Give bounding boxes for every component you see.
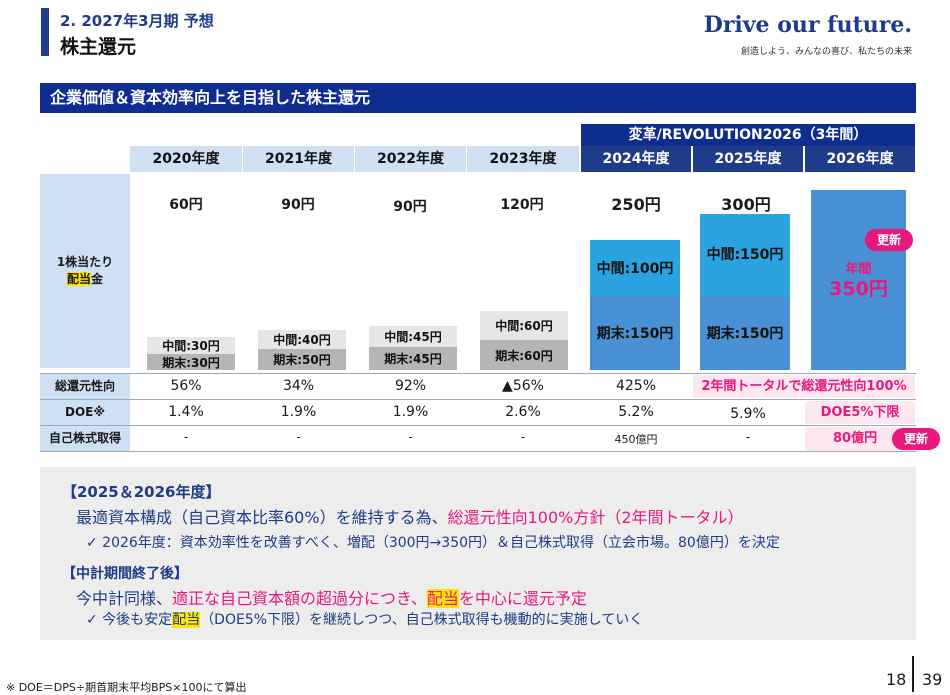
payout-value: 56%	[170, 378, 202, 394]
notes-line-3: 今中計同様、適正な自己資本額の超過分につき、配当を中心に還元予定	[76, 585, 587, 609]
year-end-segment: 期末:45円	[369, 347, 457, 370]
dividend-2026-value: 350円	[829, 278, 888, 300]
payout-two-year-note: 2年間トータルで総還元性向100%	[693, 375, 915, 398]
year-header: 2023年度	[467, 146, 579, 172]
row-divider	[40, 399, 916, 400]
year-header: 2026年度	[805, 146, 915, 172]
interim-segment: 中間:30円	[147, 337, 235, 354]
buyback-value: 450億円	[614, 433, 658, 446]
dividend-total: 300円	[721, 195, 771, 214]
year-end-segment: 期末:60円	[480, 340, 568, 370]
notes-line-3-highlight: 配当	[426, 589, 459, 608]
dividend-total: 90円	[281, 197, 315, 213]
payout-value: 92%	[394, 378, 427, 394]
notes-line-4: ✓ 今後も安定配当（DOE5%下限）を継続しつつ、自己株式取得も機動的に実施して…	[86, 609, 643, 629]
doe-value: 1.4%	[168, 404, 204, 420]
section-banner: 企業価値＆資本効率向上を目指した株主還元	[40, 83, 916, 113]
doe-value: 1.9%	[392, 404, 429, 420]
year-header: 2021年度	[243, 146, 354, 172]
doe-value: 5.9%	[730, 406, 766, 422]
interim-segment: 中間:60円	[480, 311, 568, 340]
row-divider	[40, 425, 916, 426]
notes-line-4-highlight: 配当	[172, 612, 201, 628]
year-end-segment: 期末:30円	[147, 354, 235, 370]
section-subtitle: 2. 2027年3月期 予想	[60, 12, 214, 30]
buyback-value: -	[520, 430, 526, 444]
notes-line-3-a: 今中計同様、	[76, 589, 173, 608]
dividend-2026-label: 年間	[845, 262, 872, 277]
interim-segment: 中間:40円	[258, 330, 346, 349]
interim-segment: 中間:45円	[369, 326, 457, 347]
footnote: ※ DOE＝DPS÷期首期末平均BPS×100にて算出	[6, 681, 247, 694]
notes-heading-2025-2026: 【2025＆2026年度】	[62, 483, 221, 501]
payout-value: 34%	[282, 378, 315, 394]
notes-heading-post-plan: 【中計期間終了後】	[62, 566, 188, 582]
page-divider	[912, 656, 914, 692]
dividend-2026-bar	[811, 190, 906, 370]
dividend-label-highlight: 配当	[66, 272, 91, 286]
notes-line-3-d: を中心に還元予定	[458, 589, 587, 608]
dividend-total: 60円	[169, 197, 203, 213]
year-header: 2020年度	[130, 146, 242, 172]
brand-tagline: 創造しよう、みんなの喜び、私たちの未来	[740, 47, 912, 57]
payout-row-label: 総還元性向	[40, 374, 130, 399]
year-header: 2024年度	[581, 146, 691, 172]
doe-value: 2.6%	[505, 404, 541, 420]
doe-value: 5.2%	[618, 404, 654, 420]
buyback-value: -	[408, 430, 413, 444]
doe-value: 1.9%	[280, 404, 317, 420]
interim-segment: 中間:100円	[590, 240, 680, 296]
plan-label: 変革/REVOLUTION2026（3年間）	[581, 124, 915, 146]
notes-line-1-emphasis: 総還元性向100%方針（2年間トータル）	[447, 508, 744, 527]
notes-line-4-c: （DOE5%下限）を継続しつつ、自己株式取得も機動的に実施していく	[200, 612, 644, 628]
notes-line-4-a: ✓ 今後も安定	[86, 612, 173, 628]
payout-value: 425%	[615, 378, 657, 394]
row-divider	[40, 373, 916, 374]
page-number-total: 39	[922, 670, 943, 689]
notes-panel	[40, 467, 916, 640]
dividend-total: 90円	[393, 199, 427, 215]
dividend-label-suffix: 金	[91, 272, 104, 286]
buyback-value: -	[296, 430, 301, 444]
year-end-segment: 期末:50円	[258, 349, 346, 370]
notes-line-1: 最適資本構成（自己資本比率60%）を維持する為、総還元性向100%方針（2年間ト…	[76, 504, 744, 528]
buyback-value: -	[745, 430, 751, 444]
year-header: 2025年度	[693, 146, 803, 172]
brand-logo: Drive our future.	[703, 12, 912, 38]
notes-line-1-main: 最適資本構成（自己資本比率60%）を維持する為、	[76, 508, 448, 527]
buyback-value: -	[183, 430, 189, 444]
page-number-current: 18	[886, 670, 907, 689]
year-end-segment: 期末:150円	[590, 296, 680, 370]
dividend-total: 250円	[611, 195, 661, 214]
row-divider	[40, 451, 916, 452]
notes-line-3-b: 適正な自己資本額の超過分につき、	[172, 589, 427, 608]
doe-row-label: DOE※	[40, 400, 130, 425]
page-title: 株主還元	[60, 36, 137, 58]
interim-segment: 中間:150円	[700, 214, 790, 296]
header-accent-bar	[41, 8, 49, 56]
update-badge: 更新	[892, 428, 940, 450]
dividend-row-label: 1株当たり 配当金	[40, 174, 130, 368]
buyback-row-label: 自己株式取得	[40, 426, 130, 451]
notes-line-2: ✓ 2026年度：資本効率性を改善すべく、増配（300円→350円）＆自己株式取…	[86, 535, 780, 551]
dividend-total: 120円	[500, 197, 544, 213]
year-end-segment: 期末:150円	[700, 296, 790, 370]
update-badge: 更新	[865, 229, 913, 251]
payout-value: ▲56%	[502, 378, 544, 394]
year-header: 2022年度	[355, 146, 466, 172]
dividend-label-line1: 1株当たり	[56, 255, 114, 269]
doe-2026-value: DOE5%下限	[805, 401, 915, 424]
